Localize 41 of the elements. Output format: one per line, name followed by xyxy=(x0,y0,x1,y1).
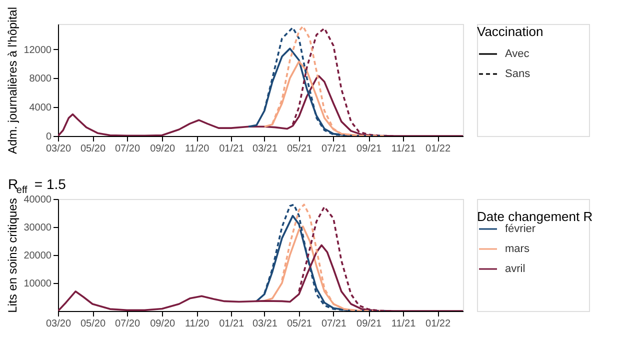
x-tick-label: 11/20 xyxy=(184,318,210,330)
y-tick-label: 4000 xyxy=(29,102,52,114)
legend-title: Vaccination xyxy=(477,24,544,39)
x-tick-label: 11/20 xyxy=(184,144,210,154)
x-tick-label: 03/20 xyxy=(46,144,72,154)
y-tick-label: 12000 xyxy=(24,44,52,56)
x-tick-label: 09/20 xyxy=(150,318,176,330)
legend-title: Date changement R xyxy=(477,209,593,224)
y-tick-label: 8000 xyxy=(29,74,52,85)
text: Sans xyxy=(505,68,531,80)
y-axis-title: Adm. journalières à l'hôpital xyxy=(6,6,20,154)
x-tick-label: 01/22 xyxy=(426,144,451,154)
x-tick-label: 09/21 xyxy=(356,144,382,154)
legend-label: février xyxy=(505,223,536,235)
x-tick-label: 01/21 xyxy=(219,318,245,330)
x-tick-label: 05/21 xyxy=(286,144,312,154)
x-tick-label: 05/21 xyxy=(286,318,312,330)
y-tick-label: 40000 xyxy=(24,194,52,206)
x-tick-label: 07/21 xyxy=(321,144,347,154)
legend-label: mars xyxy=(505,243,530,255)
x-tick-label: 01/22 xyxy=(426,318,451,330)
legend-label: avril xyxy=(505,263,526,275)
x-tick-label: 11/21 xyxy=(391,318,416,330)
x-tick-label: 07/20 xyxy=(114,144,140,154)
x-tick-label: 01/21 xyxy=(219,144,245,154)
x-tick-label: 09/21 xyxy=(356,318,382,330)
y-tick-label: 30000 xyxy=(24,222,52,234)
x-tick-label: 05/20 xyxy=(80,318,106,330)
x-tick-label: 03/21 xyxy=(252,144,278,154)
text: Avec xyxy=(505,48,530,60)
x-tick-label: 05/20 xyxy=(80,144,106,154)
y-tick-label: 0 xyxy=(46,132,52,142)
x-tick-label: 03/20 xyxy=(46,318,72,330)
x-tick-label: 07/21 xyxy=(321,318,347,330)
y-tick-label: 20000 xyxy=(24,250,52,262)
x-tick-label: 03/21 xyxy=(252,318,278,330)
x-tick-label: 07/20 xyxy=(114,318,140,330)
y-tick-label: 10000 xyxy=(24,278,52,290)
x-tick-label: 11/21 xyxy=(391,144,416,154)
y-axis-title: Lits en soins critiques xyxy=(6,198,20,313)
x-tick-label: 09/20 xyxy=(150,144,176,154)
